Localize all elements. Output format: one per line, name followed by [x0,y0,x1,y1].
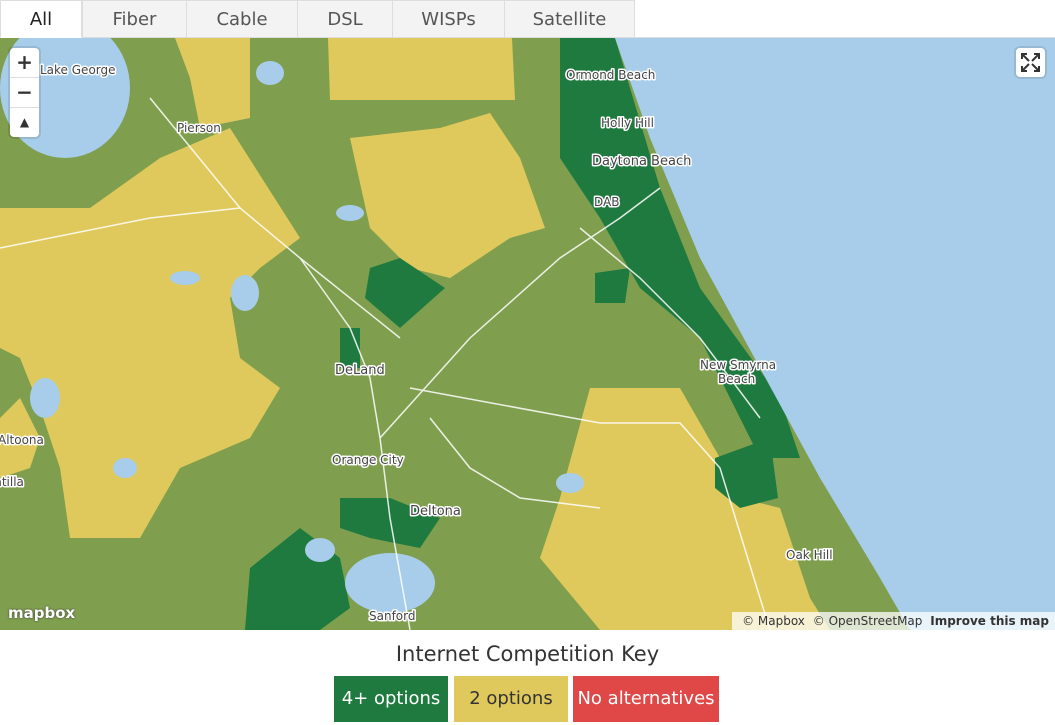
place-label: Ormond Beach [566,68,655,82]
attribution-link[interactable]: © OpenStreetMap [812,614,923,628]
place-label: Oak Hill [786,548,833,562]
place-label: Sanford [369,609,415,623]
tab[interactable]: Cable [186,0,298,38]
tab-bar: All Fiber Cable DSL WISPs Satellite [0,0,1055,38]
legend-item: 2 options [454,676,568,722]
compass[interactable]: ▲ [19,115,30,129]
attribution-link[interactable]: Improve this map [930,614,1049,628]
roads [0,97,771,630]
place-label: Deltona [410,504,461,519]
attribution: © Mapbox © OpenStreetMap Improve this ma… [732,612,1055,630]
zoom-controls: + − ▲ [10,48,39,137]
place-label: Altoona [0,433,44,447]
fullscreen-button[interactable] [1016,48,1045,77]
tab[interactable]: DSL [297,0,393,38]
place-label: New Smyrna [700,358,776,372]
attribution-link[interactable]: © Mapbox [742,614,805,628]
place-label: DAB [594,195,619,209]
place-label: Pierson [177,121,221,135]
place-label: Umatilla [0,475,24,489]
place-label: DeLand [335,363,385,378]
tab[interactable]: Satellite [504,0,635,38]
legend-item: 4+ options [334,676,448,722]
fullscreen-icon [1021,53,1040,72]
place-label: Holly Hill [601,116,654,130]
mapbox-logo[interactable]: mapbox [8,604,76,622]
zoom-in[interactable]: + [10,48,39,78]
tab[interactable]: Fiber [82,0,187,38]
tab[interactable]: All [0,0,82,38]
four-plus-areas [245,38,800,630]
two-options-areas [0,38,830,630]
map[interactable]: Lake George Pierson Ormond Beach Holly H… [0,38,1055,630]
place-label: Beach [718,372,755,386]
place-label: Lake George [40,63,116,77]
place-label: Daytona Beach [592,154,691,169]
tab[interactable]: WISPs [392,0,505,38]
place-label: Orange City [332,453,404,467]
legend-title: Internet Competition Key [395,642,660,666]
map-canvas: Lake George Pierson Ormond Beach Holly H… [0,38,1055,630]
legend-item: No alternatives [573,676,719,722]
zoom-out[interactable]: − [10,78,39,108]
